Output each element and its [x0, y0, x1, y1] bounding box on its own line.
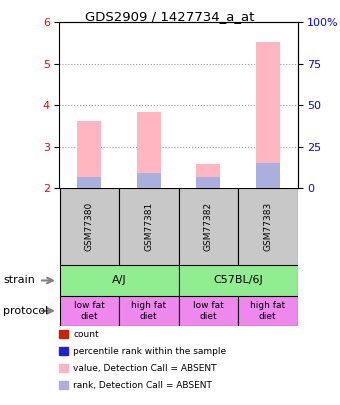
Bar: [59, 296, 119, 326]
Text: low fat
diet: low fat diet: [74, 301, 105, 320]
Text: A/J: A/J: [112, 275, 126, 286]
Bar: [197, 177, 220, 188]
Text: GSM77380: GSM77380: [85, 202, 94, 252]
Bar: [238, 188, 298, 265]
Bar: [178, 188, 238, 265]
Text: low fat
diet: low fat diet: [193, 301, 224, 320]
Bar: [59, 265, 178, 296]
Bar: [256, 163, 279, 188]
Bar: [197, 164, 220, 188]
Text: GDS2909 / 1427734_a_at: GDS2909 / 1427734_a_at: [85, 10, 255, 23]
Text: C57BL/6J: C57BL/6J: [213, 275, 263, 286]
Text: strain: strain: [3, 275, 35, 286]
Bar: [256, 42, 279, 188]
Text: value, Detection Call = ABSENT: value, Detection Call = ABSENT: [73, 364, 217, 373]
Text: GSM77381: GSM77381: [144, 202, 153, 252]
Bar: [137, 173, 161, 188]
Bar: [238, 296, 298, 326]
Text: high fat
diet: high fat diet: [131, 301, 166, 320]
Bar: [59, 188, 119, 265]
Bar: [178, 265, 298, 296]
Text: count: count: [73, 330, 99, 339]
Text: protocol: protocol: [3, 306, 49, 316]
Bar: [119, 188, 178, 265]
Bar: [77, 177, 101, 188]
Text: GSM77382: GSM77382: [204, 202, 213, 252]
Bar: [77, 121, 101, 188]
Bar: [137, 111, 161, 188]
Text: rank, Detection Call = ABSENT: rank, Detection Call = ABSENT: [73, 381, 212, 390]
Bar: [178, 296, 238, 326]
Bar: [119, 296, 178, 326]
Text: GSM77383: GSM77383: [263, 202, 272, 252]
Text: percentile rank within the sample: percentile rank within the sample: [73, 347, 226, 356]
Text: high fat
diet: high fat diet: [250, 301, 285, 320]
